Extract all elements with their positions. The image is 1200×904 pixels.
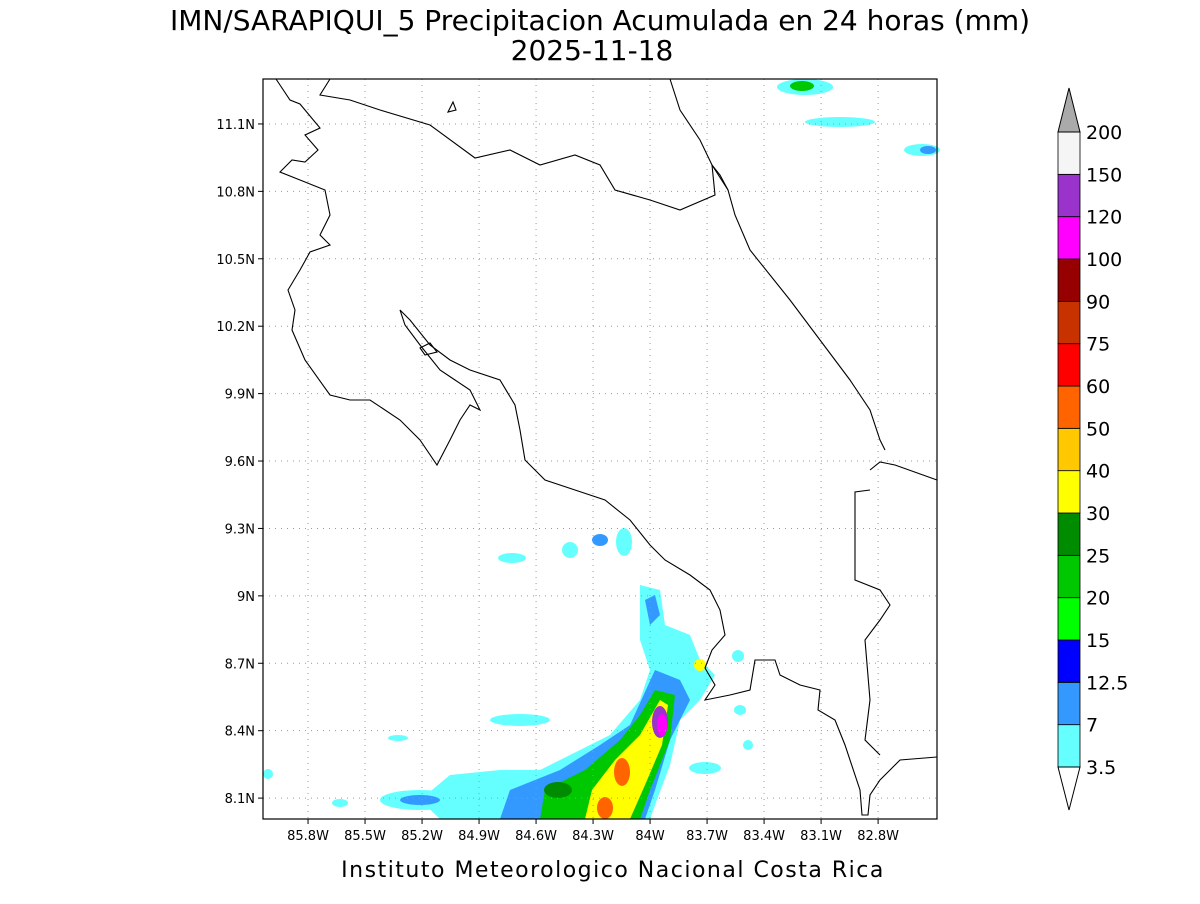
precip-area [562, 542, 578, 558]
y-tick-label: 10.2N [216, 320, 255, 335]
precip-area [498, 553, 526, 563]
y-tick-label: 8.4N [225, 725, 255, 740]
colorbar-segment [1057, 724, 1081, 768]
eastern-border [869, 461, 938, 481]
colorbar-label: 25 [1086, 545, 1110, 567]
colorbar-label: 120 [1086, 207, 1122, 229]
eastern-coast [854, 489, 891, 756]
subtitle: 2025-11-18 [511, 34, 674, 67]
precip-area [388, 735, 408, 741]
colorbar-label: 3.5 [1086, 757, 1116, 779]
colorbar: 3.5 7 12.5 15 20 25 30 40 50 60 75 90 100 120 150 200 [1057, 87, 1128, 811]
precip-area [734, 705, 746, 715]
x-tick-label: 84.6W [515, 829, 557, 844]
precip-area [592, 534, 608, 546]
x-tick-label: 83.4W [743, 829, 785, 844]
y-tick-label: 8.7N [225, 657, 255, 672]
colorbar-segment [1057, 385, 1081, 429]
y-tick-label: 10.5N [216, 253, 255, 268]
colorbar-label: 200 [1086, 122, 1122, 144]
colorbar-label: 15 [1086, 630, 1110, 652]
y-tick-label: 8.1N [225, 792, 255, 807]
precip-area [597, 797, 613, 819]
x-tick-label: 85.2W [401, 829, 443, 844]
colorbar-label: 30 [1086, 503, 1110, 525]
northern-border [319, 78, 729, 211]
colorbar-segment [1057, 597, 1081, 641]
colorbar-above [1057, 87, 1081, 133]
colorbar-segment [1057, 131, 1081, 175]
colorbar-label: 60 [1086, 376, 1110, 398]
precipitation-fields [263, 79, 940, 819]
colorbar-label: 150 [1086, 164, 1122, 186]
coastlines [275, 78, 938, 816]
colorbar-segment [1057, 300, 1081, 345]
precip-area [490, 714, 550, 726]
colorbar-label: 75 [1086, 334, 1110, 356]
x-tick-label: 85.5W [344, 829, 386, 844]
caribbean-coast [669, 78, 886, 451]
colorbar-label: 50 [1086, 418, 1110, 440]
colorbar-segment [1057, 681, 1081, 726]
y-tick-label: 11.1N [216, 118, 255, 133]
colorbar-segment [1057, 512, 1081, 556]
x-tick-label: 83.1W [800, 829, 842, 844]
title: IMN/SARAPIQUI_5 Precipitacion Acumulada … [170, 4, 1030, 37]
precip-area [585, 700, 668, 819]
precip-area [616, 528, 632, 556]
colorbar-label: 90 [1086, 291, 1110, 313]
precip-area [614, 758, 630, 786]
y-tick-label: 9N [237, 590, 255, 605]
precip-area [743, 740, 753, 750]
pacific-coast [275, 78, 938, 816]
y-tick-label: 9.9N [225, 388, 255, 403]
island [446, 100, 457, 113]
x-tick-label: 84.3W [572, 829, 614, 844]
colorbar-below [1057, 766, 1081, 811]
colorbar-label: 20 [1086, 588, 1110, 610]
precip-area [694, 659, 706, 671]
colorbar-segment [1057, 427, 1081, 472]
x-tick-label: 85.8W [287, 829, 329, 844]
precip-area [805, 117, 875, 127]
y-tick-label: 9.6N [225, 455, 255, 470]
precip-area [657, 714, 667, 736]
precip-area [263, 769, 273, 779]
grid [263, 79, 937, 819]
y-tick-label: 10.8N [216, 185, 255, 200]
precip-area [920, 146, 936, 154]
x-tick-label: 83.7W [686, 829, 728, 844]
colorbar-label: 7 [1086, 715, 1098, 737]
x-tick-label: 84W [635, 829, 665, 844]
map-frame [262, 78, 938, 820]
y-tick-label: 9.3N [225, 522, 255, 537]
precip-area [544, 782, 572, 798]
colorbar-label: 40 [1086, 461, 1110, 483]
footer: Instituto Meteorologico Nacional Costa R… [341, 858, 885, 883]
colorbar-label: 12.5 [1086, 672, 1128, 694]
precip-area [332, 799, 348, 807]
colorbar-segment [1057, 554, 1081, 599]
x-tick-label: 84.9W [458, 829, 500, 844]
precip-area [732, 650, 744, 662]
colorbar-label: 100 [1086, 249, 1122, 271]
colorbar-segment [1057, 216, 1081, 260]
colorbar-segment [1057, 470, 1081, 514]
colorbar-segment [1057, 343, 1081, 387]
island [419, 342, 438, 356]
precip-area [400, 795, 440, 805]
colorbar-segment [1057, 173, 1081, 218]
colorbar-segment [1057, 639, 1081, 683]
precip-area [689, 762, 721, 774]
precip-area [790, 81, 814, 91]
colorbar-segment [1057, 258, 1081, 302]
x-tick-label: 82.8W [857, 829, 899, 844]
